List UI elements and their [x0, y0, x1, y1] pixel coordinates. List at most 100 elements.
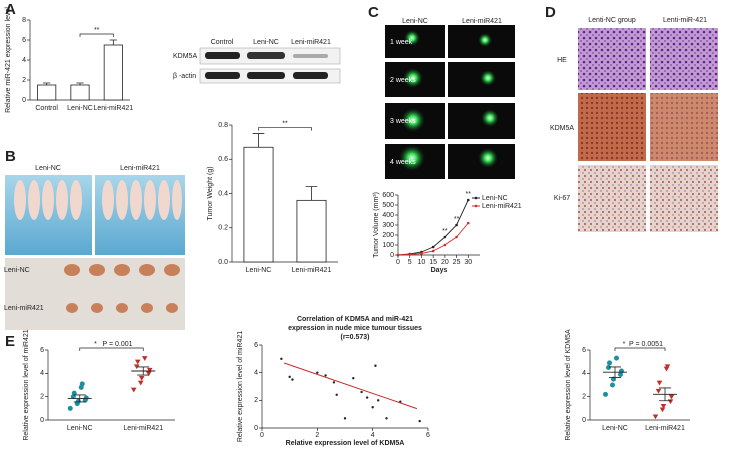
- y-tick-label: 6: [254, 342, 258, 349]
- y-tick-label: 200: [382, 232, 394, 239]
- y-tick-label: 400: [382, 212, 394, 219]
- point: [324, 374, 327, 377]
- y-tick-label: 0: [254, 425, 258, 432]
- panel-label: B: [5, 148, 16, 165]
- point: [603, 391, 608, 397]
- y-axis-label: Tumor Volume (mm³): [373, 192, 380, 258]
- error-bar: [109, 39, 117, 45]
- p-value: P = 0.0051: [629, 341, 663, 348]
- x-tick-label: Leni-NC: [67, 425, 93, 432]
- error-bar: [252, 133, 265, 148]
- point: [141, 356, 148, 361]
- y-tick-label: 2: [254, 397, 258, 404]
- y-tick-label: 100: [382, 242, 394, 249]
- y-tick-label: 6: [582, 347, 586, 354]
- y-axis-label: Relative expression level of miR421: [23, 329, 30, 440]
- y-tick-label: 4: [40, 370, 44, 377]
- x-tick-label: 2: [315, 432, 319, 439]
- sem-bar: [609, 366, 621, 378]
- point: [134, 359, 141, 365]
- point: [443, 235, 447, 239]
- point: [660, 404, 667, 409]
- error-bar: [305, 186, 318, 201]
- point: [365, 396, 369, 399]
- x-tick-label: Leni-NC: [67, 105, 93, 112]
- histology-column-label: Lenti-NC group: [588, 17, 636, 24]
- histology-row-label: HE: [557, 57, 567, 64]
- chart-title: Correlation of KDM5A and miR-421 expressi…: [288, 316, 422, 332]
- blot-row-label: KDM5A: [173, 53, 197, 60]
- blot-row-label: β -actin: [173, 73, 196, 80]
- x-tick-label: 25: [453, 259, 461, 266]
- y-tick-label: 0.2: [218, 225, 228, 232]
- x-tick-label: 4: [371, 432, 375, 439]
- bar: [37, 84, 57, 101]
- x-tick-label: Leni-miR421: [123, 425, 163, 432]
- point: [371, 406, 374, 409]
- significance-label: *: [623, 341, 626, 348]
- point: [610, 382, 615, 388]
- y-tick-label: 0.6: [218, 156, 228, 163]
- y-tick-label: 600: [382, 192, 394, 199]
- point: [288, 375, 291, 379]
- point: [611, 376, 616, 382]
- point: [455, 235, 458, 239]
- significance-label: **: [442, 228, 448, 235]
- point: [332, 381, 336, 384]
- point: [343, 417, 347, 420]
- x-tick-label: 30: [464, 259, 472, 266]
- point: [291, 378, 294, 381]
- significance-label: **: [466, 191, 472, 198]
- y-axis-label: Relative miR-421 expression level: [5, 7, 12, 113]
- sem-bar: [73, 394, 86, 403]
- point: [466, 221, 470, 225]
- point: [360, 390, 363, 394]
- point: [667, 399, 674, 405]
- y-tick-label: 4: [22, 57, 26, 64]
- legend-marker: [474, 204, 478, 208]
- tumor-row-label: Leni-NC: [4, 267, 30, 274]
- x-axis-label: Relative expression level of KDM5A: [286, 440, 405, 447]
- significance-label: *: [94, 341, 97, 348]
- point: [335, 393, 338, 396]
- fluor-column-label: Leni-NC: [402, 18, 428, 25]
- point: [655, 388, 662, 394]
- point: [377, 399, 380, 402]
- bar: [103, 44, 123, 101]
- x-tick-label: Leni-miR421: [292, 267, 332, 274]
- point: [137, 380, 144, 386]
- chart-subtitle: (r=0.573): [341, 334, 370, 341]
- y-tick-label: 2: [40, 394, 44, 401]
- point: [431, 249, 435, 253]
- point: [145, 371, 152, 377]
- point: [652, 414, 659, 420]
- panel-label: E: [5, 333, 15, 350]
- panel-label: D: [545, 4, 556, 21]
- p-value: P = 0.001: [102, 341, 132, 348]
- y-tick-label: 0.4: [218, 190, 228, 197]
- fluor-row-label: 2 weeks: [390, 77, 416, 84]
- legend-label: Leni-miR421: [482, 203, 522, 210]
- point: [133, 364, 140, 370]
- point: [374, 364, 377, 367]
- point: [352, 377, 355, 380]
- fit-line: [283, 362, 418, 410]
- point: [418, 419, 421, 423]
- point: [619, 368, 624, 374]
- fluor-row-label: 4 weeks: [390, 159, 416, 166]
- x-tick-label: Leni-NC: [246, 267, 272, 274]
- y-tick-label: 500: [382, 202, 394, 209]
- point: [385, 417, 388, 420]
- y-tick-label: 6: [22, 37, 26, 44]
- legend-marker: [474, 196, 478, 200]
- fluor-row-label: 1 week: [390, 39, 413, 46]
- y-axis-label: Relative expression level of miR421: [237, 331, 244, 442]
- y-tick-label: 8: [22, 17, 26, 24]
- x-tick-label: Leni-NC: [602, 425, 628, 432]
- point: [138, 376, 145, 381]
- y-tick-label: 0: [582, 417, 586, 424]
- point: [79, 381, 85, 387]
- point: [71, 390, 77, 396]
- panel-label: A: [5, 1, 16, 18]
